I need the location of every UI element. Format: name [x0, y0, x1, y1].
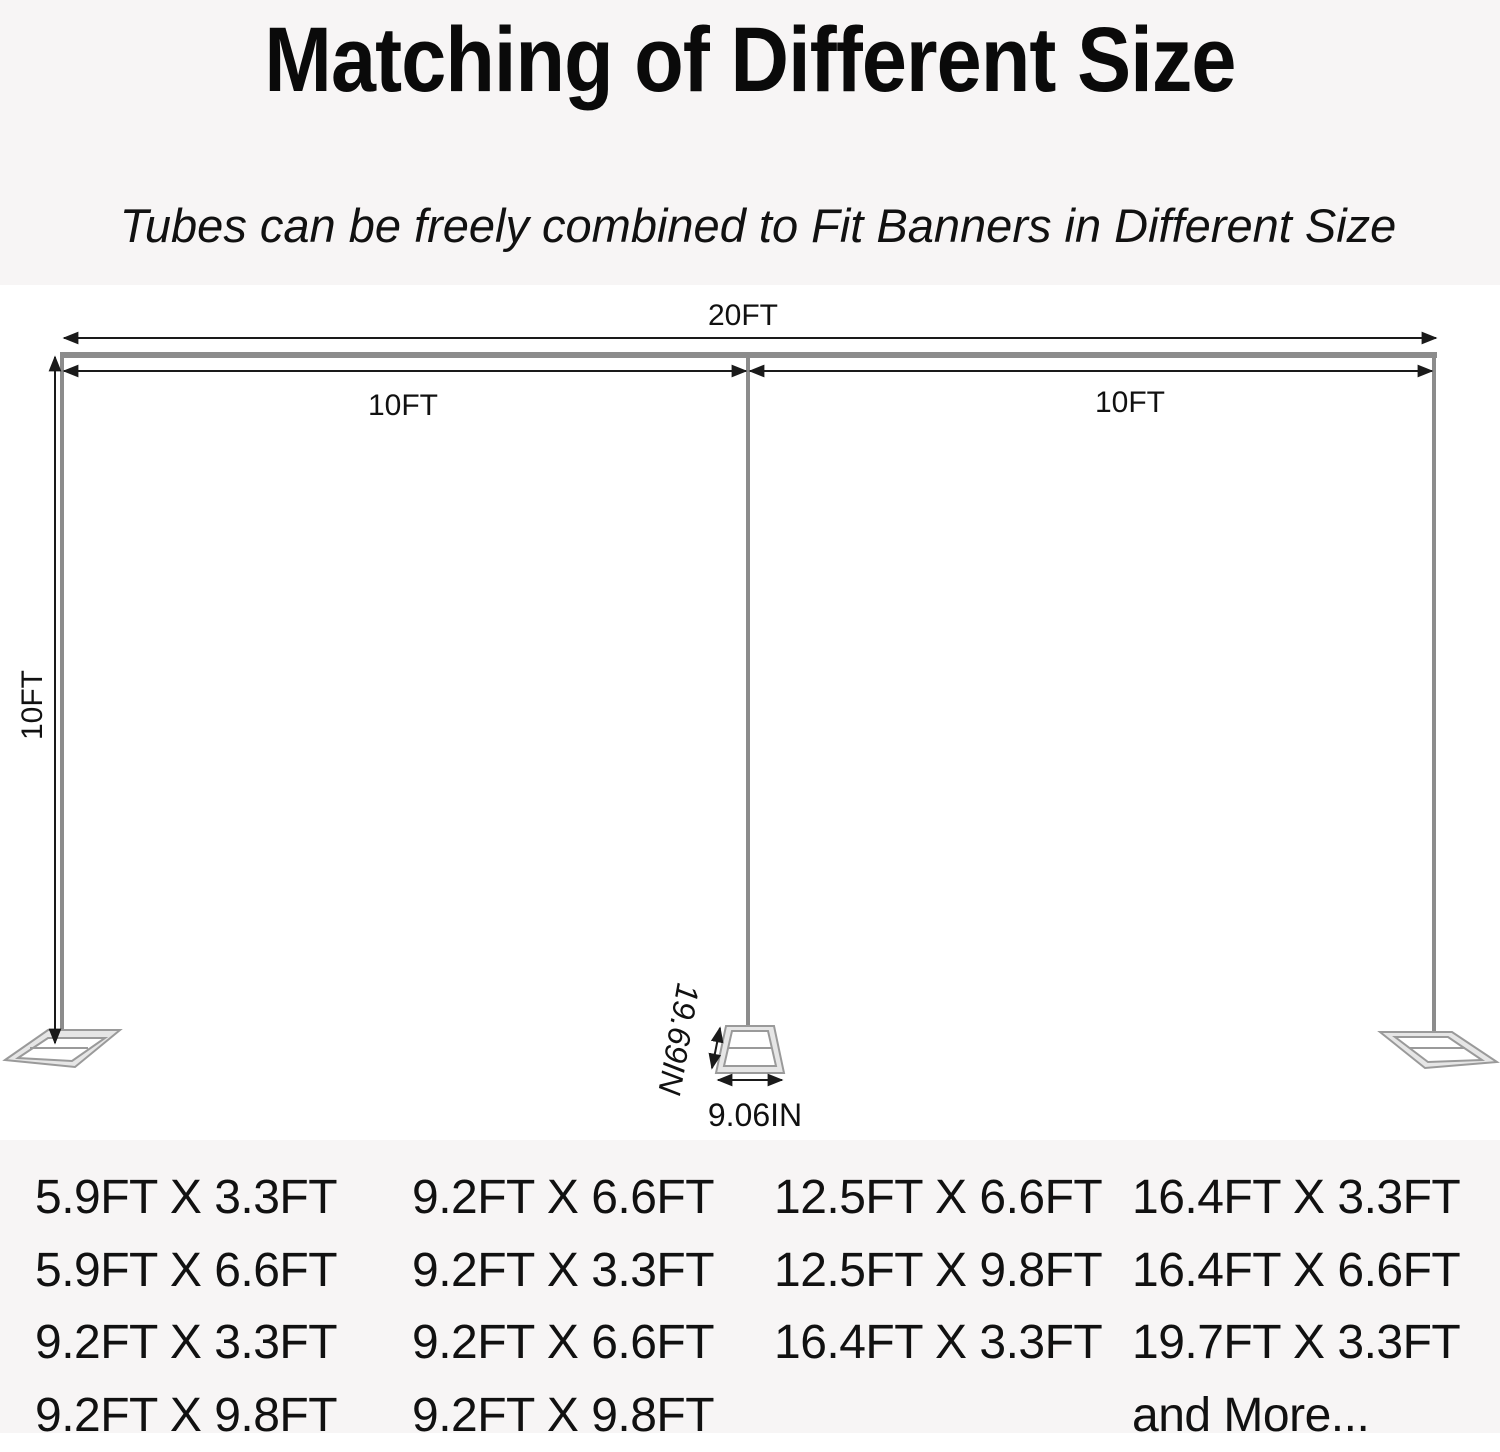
size-column: 9.2FT X 6.6FT 9.2FT X 3.3FT 9.2FT X 6.6F… — [412, 1162, 714, 1452]
left-base — [5, 1030, 120, 1067]
frame-diagram: 20FT 10FT 10FT 10FT 19.69IN 9.06IN — [0, 285, 1500, 1140]
header: Matching of Different Size Tubes can be … — [0, 0, 1500, 285]
total-width-label: 20FT — [708, 299, 778, 332]
right-width-label: 10FT — [1095, 386, 1165, 419]
height-label: 10FT — [16, 670, 49, 740]
base-width-label: 9.06IN — [708, 1097, 802, 1133]
backdrop-frame — [60, 355, 1437, 1045]
size-option: 9.2FT X 6.6FT — [412, 1162, 714, 1235]
size-option: 12.5FT X 9.8FT — [774, 1235, 1102, 1308]
base-length-label: 19.69IN — [651, 981, 706, 1099]
dimension-lines — [55, 338, 1436, 1080]
subtitle: Tubes can be freely combined to Fit Bann… — [0, 198, 1500, 253]
size-option: 9.2FT X 9.8FT — [412, 1380, 714, 1452]
size-option: 9.2FT X 3.3FT — [35, 1307, 337, 1380]
size-option: 9.2FT X 6.6FT — [412, 1307, 714, 1380]
size-column: 12.5FT X 6.6FT 12.5FT X 9.8FT 16.4FT X 3… — [774, 1162, 1102, 1380]
size-combinations: 5.9FT X 3.3FT 5.9FT X 6.6FT 9.2FT X 3.3F… — [0, 1140, 1500, 1433]
size-column: 5.9FT X 3.3FT 5.9FT X 6.6FT 9.2FT X 3.3F… — [35, 1162, 337, 1452]
left-width-label: 10FT — [368, 389, 438, 422]
page-title: Matching of Different Size — [90, 8, 1410, 113]
size-option: 9.2FT X 3.3FT — [412, 1235, 714, 1308]
right-base — [1380, 1032, 1497, 1068]
size-column: 16.4FT X 3.3FT 16.4FT X 6.6FT 19.7FT X 3… — [1132, 1162, 1460, 1452]
center-base — [716, 1026, 784, 1073]
size-option: 12.5FT X 6.6FT — [774, 1162, 1102, 1235]
size-option: 16.4FT X 3.3FT — [1132, 1162, 1460, 1235]
size-option: 9.2FT X 9.8FT — [35, 1380, 337, 1452]
size-option: 5.9FT X 6.6FT — [35, 1235, 337, 1308]
size-option: 16.4FT X 6.6FT — [1132, 1235, 1460, 1308]
size-option: 5.9FT X 3.3FT — [35, 1162, 337, 1235]
and-more-text: and More... — [1132, 1380, 1460, 1452]
size-option: 16.4FT X 3.3FT — [774, 1307, 1102, 1380]
size-option: 19.7FT X 3.3FT — [1132, 1307, 1460, 1380]
